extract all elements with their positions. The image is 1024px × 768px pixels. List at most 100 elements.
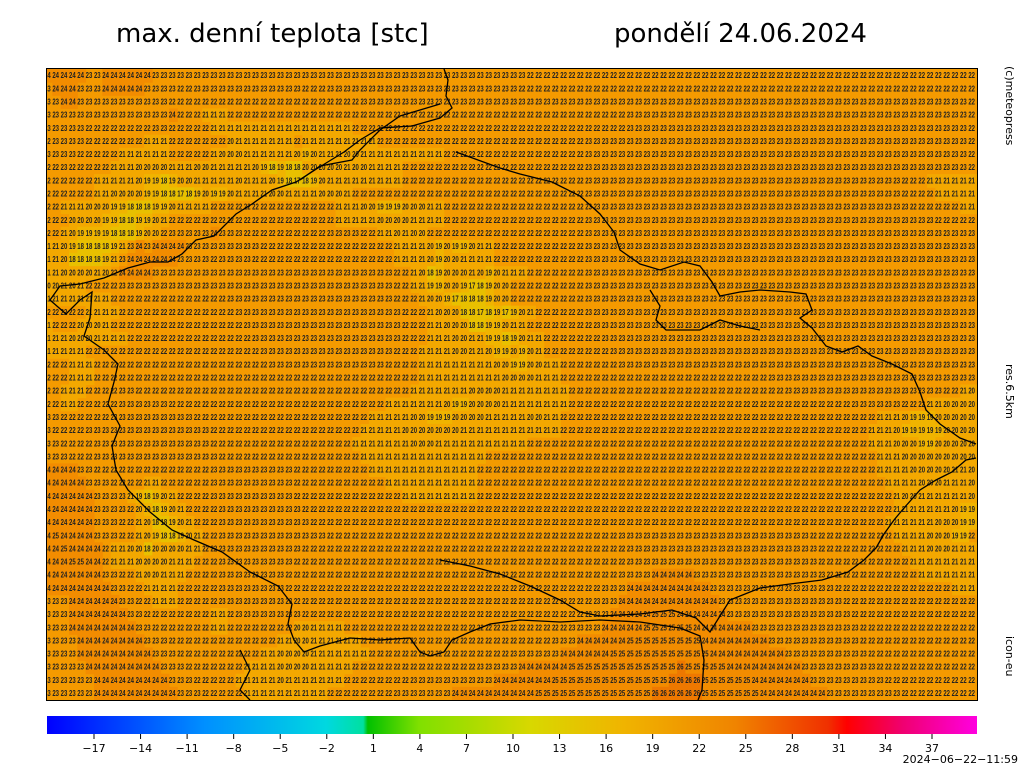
grid-cell: [960, 463, 970, 478]
grid-cell: [302, 673, 312, 688]
grid-cell: [443, 266, 453, 280]
grid-cell: [52, 581, 62, 596]
grid-row: 23 23 23 22 22 22 23 23 23 23 23 23 23 2…: [44, 452, 975, 461]
grid-cell: [893, 529, 903, 543]
grid-cell: [85, 239, 95, 254]
grid-cell: [243, 147, 253, 162]
grid-cell: [135, 69, 145, 83]
grid-cell: [727, 621, 736, 635]
grid-cell: [102, 266, 112, 280]
grid-cell: [652, 568, 661, 583]
grid-cell: [660, 647, 670, 662]
grid-cell: [968, 463, 977, 478]
grid-cell: [952, 555, 961, 570]
grid-cell: [635, 673, 645, 688]
grid-cell: [418, 489, 428, 504]
grid-cell: [143, 147, 153, 162]
grid-cell: [493, 266, 503, 280]
grid-cell: [377, 213, 387, 228]
grid-cell: [85, 253, 95, 267]
grid-cell: [968, 410, 977, 425]
grid-cell: [60, 253, 70, 267]
grid-cell: [952, 568, 961, 583]
grid-cell: [68, 581, 78, 596]
grid-cell: [427, 266, 437, 280]
grid-cell: [110, 187, 120, 201]
grid-cell: [710, 673, 720, 688]
grid-cell: [610, 634, 620, 648]
grid-cell: [335, 647, 345, 662]
grid-cell: [177, 555, 187, 570]
colorbar-tick-label: −2: [319, 742, 335, 755]
grid-cell: [460, 489, 470, 504]
grid-cell: [93, 555, 103, 570]
grid-cell: [918, 450, 928, 464]
grid-cell: [643, 647, 653, 662]
grid-cell: [118, 200, 128, 215]
grid-cell: [752, 660, 761, 675]
grid-cell: [152, 555, 162, 570]
grid-row: 23 23 23 23 22 22 22 22 22 21 21 21 21 2…: [44, 150, 975, 159]
grid-cell: [935, 529, 945, 543]
grid-row: 23 23 22 22 22 22 22 22 23 23 23 23 23 2…: [44, 413, 975, 422]
grid-cell: [710, 686, 720, 700]
grid-cell: [627, 621, 636, 635]
grid-cell: [677, 686, 686, 700]
grid-cell: [393, 450, 403, 464]
grid-cell: [327, 187, 337, 201]
grid-cell: [377, 226, 387, 241]
grid-cell: [618, 634, 628, 648]
grid-cell: [285, 634, 295, 648]
grid-cell: [935, 410, 945, 425]
grid-cell: [460, 384, 470, 399]
grid-cell: [293, 686, 303, 700]
grid-row: 24 25 24 24 24 24 23 23 23 22 22 21 20 1…: [44, 531, 975, 540]
grid-cell: [177, 515, 187, 530]
grid-cell: [410, 384, 420, 399]
colorbar-tick-label: 28: [785, 742, 799, 755]
grid-cell: [368, 410, 378, 425]
grid-cell: [710, 634, 720, 648]
grid-cell: [118, 555, 128, 570]
grid-cell: [60, 384, 70, 399]
grid-cell: [110, 555, 120, 570]
border-line: [239, 649, 251, 700]
grid-cell: [360, 647, 370, 662]
grid-cell: [268, 174, 278, 188]
grid-cell: [393, 463, 403, 478]
grid-cell: [227, 161, 237, 175]
grid-cell: [93, 174, 103, 188]
grid-cell: [102, 634, 112, 648]
grid-cell: [427, 397, 437, 412]
grid-cell: [235, 174, 245, 188]
grid-cell: [77, 621, 87, 635]
grid-cell: [152, 542, 162, 556]
grid-cell: [385, 450, 395, 464]
grid-cell: [135, 147, 145, 162]
grid-cell: [443, 292, 453, 307]
border-line: [299, 103, 441, 181]
grid-row: 24 24 24 24 23 23 22 22 22 22 22 22 22 2…: [44, 466, 975, 475]
grid-cell: [693, 660, 703, 675]
grid-cell: [102, 69, 112, 83]
grid-cell: [385, 161, 395, 175]
grid-cell: [910, 476, 920, 491]
grid-cell: [927, 450, 936, 464]
grid-cell: [935, 502, 945, 517]
grid-cell: [502, 673, 511, 688]
grid-cell: [543, 686, 553, 700]
grid-cell: [493, 371, 503, 385]
grid-cell: [68, 213, 78, 228]
grid-cell: [952, 450, 961, 464]
grid-cell: [77, 345, 87, 359]
grid-cell: [202, 174, 212, 188]
grid-cell: [968, 476, 977, 491]
grid-cell: [377, 147, 387, 162]
grid-cell: [235, 147, 245, 162]
grid-cell: [418, 410, 428, 425]
grid-cell: [918, 463, 928, 478]
grid-cell: [418, 423, 428, 438]
grid-cell: [68, 345, 78, 359]
grid-cell: [552, 371, 561, 385]
grid-cell: [952, 489, 961, 504]
